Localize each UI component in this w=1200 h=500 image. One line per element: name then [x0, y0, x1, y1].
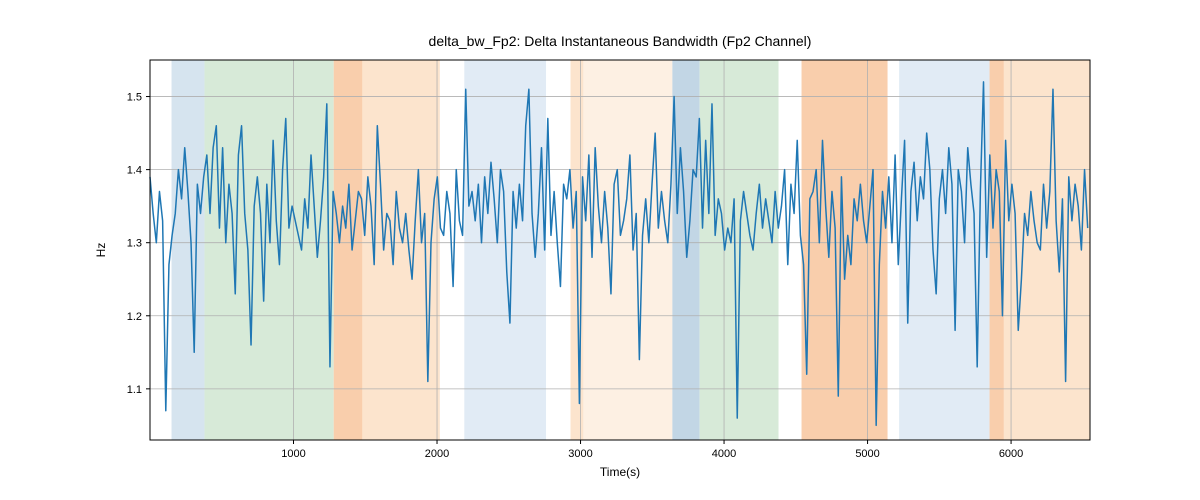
ytick-label: 1.5: [127, 92, 142, 104]
xtick-label: 6000: [999, 448, 1023, 460]
ytick-label: 1.3: [127, 238, 142, 250]
xtick-label: 5000: [855, 448, 879, 460]
line-chart: 1000 2000 3000 4000 5000 6000 1.1 1.2 1.3 1.4 1.5 T…: [0, 0, 1200, 500]
region-band: [899, 60, 989, 440]
xtick-label: 3000: [568, 448, 592, 460]
chart-title: delta_bw_Fp2: Delta Instantaneous Bandwi…: [429, 33, 812, 49]
xtick-label: 2000: [425, 448, 449, 460]
xtick-label: 1000: [281, 448, 305, 460]
region-band: [172, 60, 205, 440]
region-band: [779, 60, 802, 440]
region-band: [990, 60, 1004, 440]
region-band: [583, 60, 672, 440]
x-axis-label: Time(s): [600, 465, 640, 479]
region-band: [334, 60, 363, 440]
ytick-label: 1.1: [127, 384, 142, 396]
y-axis-label: Hz: [94, 243, 108, 258]
chart-container: 1000 2000 3000 4000 5000 6000 1.1 1.2 1.3 1.4 1.5 T…: [0, 0, 1200, 500]
ytick-label: 1.2: [127, 311, 142, 323]
xtick-label: 4000: [712, 448, 736, 460]
region-band: [205, 60, 334, 440]
ytick-label: 1.4: [127, 165, 142, 177]
